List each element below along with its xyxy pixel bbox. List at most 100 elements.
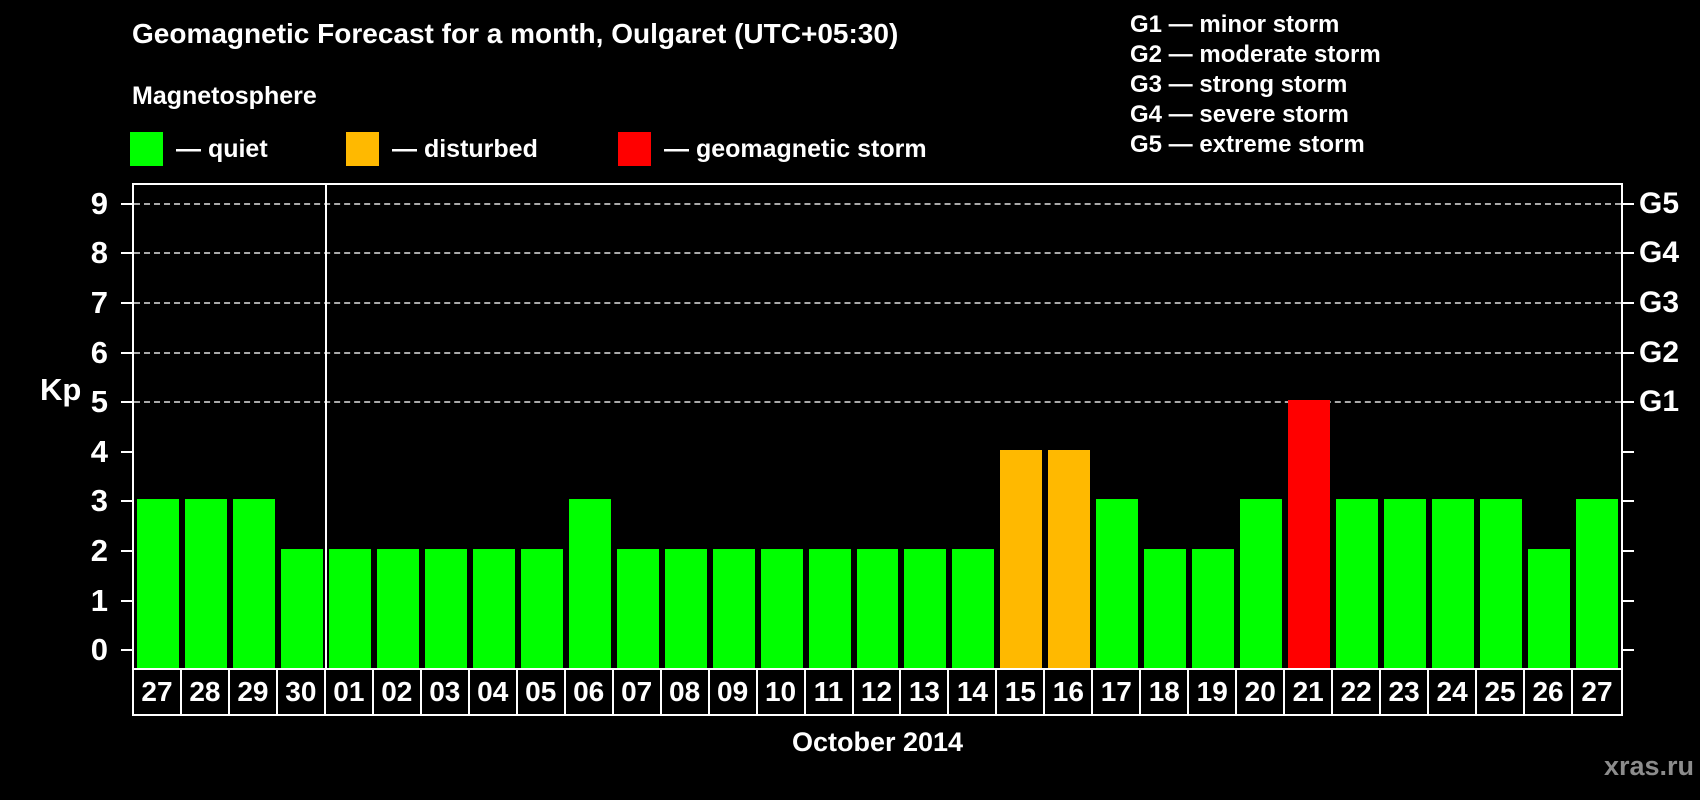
day-label: 02 — [374, 670, 422, 714]
left-tick-kp-3 — [121, 500, 132, 503]
day-label: 30 — [278, 670, 326, 714]
y-tick-label-9: 9 — [90, 185, 108, 221]
kp-bar-day-19 — [1192, 548, 1235, 668]
kp-bar-day-13 — [904, 548, 947, 668]
day-label: 21 — [1285, 670, 1334, 714]
kp-bar-day-09 — [712, 548, 755, 668]
right-axis-label-g1: G1 — [1639, 385, 1680, 419]
right-tick-kp-1 — [1623, 599, 1634, 602]
y-tick-label-8: 8 — [90, 235, 108, 271]
kp-bar-day-03 — [424, 548, 467, 668]
y-tick-label-5: 5 — [90, 384, 108, 420]
kp-bar-day-23 — [1384, 499, 1427, 668]
right-tick-kp-2 — [1623, 549, 1634, 552]
right-tick-kp-8 — [1623, 252, 1634, 255]
day-label: 06 — [566, 670, 614, 714]
kp-bar-day-07 — [616, 548, 659, 668]
right-tick-kp-4 — [1623, 450, 1634, 453]
gridline-kp-6 — [134, 351, 1621, 354]
kp-bar-day-12 — [856, 548, 899, 668]
y-tick-label-3: 3 — [90, 483, 108, 519]
day-label: 14 — [949, 670, 998, 714]
kp-bar-day-06 — [568, 499, 611, 668]
left-tick-kp-6 — [121, 351, 132, 354]
gridline-kp-7 — [134, 302, 1621, 305]
left-tick-kp-4 — [121, 450, 132, 453]
kp-bar-day-14 — [952, 548, 995, 668]
day-label: 12 — [854, 670, 902, 714]
left-tick-kp-8 — [121, 252, 132, 255]
day-label: 18 — [1141, 670, 1190, 714]
right-axis-label-g4: G4 — [1639, 236, 1680, 270]
left-tick-kp-5 — [121, 401, 132, 404]
day-label: 01 — [326, 670, 374, 714]
left-tick-kp-9 — [121, 202, 132, 205]
day-label: 27 — [134, 670, 182, 714]
day-label: 27 — [1581, 676, 1613, 707]
right-axis-label-g3: G3 — [1639, 286, 1680, 320]
kp-bar-day-11 — [808, 548, 851, 668]
day-label: 10 — [758, 670, 806, 714]
day-label: 22 — [1333, 670, 1382, 714]
left-tick-kp-0 — [121, 649, 132, 652]
day-label: 09 — [710, 670, 758, 714]
legend-item-quiet: — quiet — [130, 131, 268, 167]
day-label: 15 — [997, 670, 1046, 714]
left-tick-kp-7 — [121, 302, 132, 305]
day-label: 16 — [1045, 670, 1094, 714]
day-label: 29 — [230, 670, 278, 714]
g-scale-legend: G1 — minor storm G2 — moderate storm G3 — … — [1130, 10, 1381, 160]
kp-bar-day-01 — [328, 548, 371, 668]
g-scale-legend-line-g2: G2 — moderate storm — [1130, 41, 1381, 68]
day-label: 24 — [1429, 670, 1478, 714]
day-label: 28 — [182, 670, 230, 714]
right-axis-label-g5: G5 — [1639, 186, 1680, 220]
gridline-kp-8 — [134, 252, 1621, 255]
x-axis-day-labels: 27 28 29 30 01 02 03 04 05 06 07 08 09 10 11 12 13 14 15 16… — [132, 668, 1623, 716]
day-label: 20 — [1237, 670, 1286, 714]
kp-bar-day-26 — [1528, 548, 1571, 668]
day-label: 11 — [806, 670, 854, 714]
y-tick-label-6: 6 — [90, 334, 108, 370]
kp-bar-day-28 — [184, 499, 227, 668]
gridline-kp-5 — [134, 401, 1621, 404]
g-scale-legend-line-g3: G3 — strong storm — [1130, 71, 1348, 98]
y-tick-label-0: 0 — [90, 632, 108, 668]
x-axis-title: October 2014 — [791, 727, 964, 757]
g-scale-legend-line-g1: G1 — minor storm — [1130, 11, 1340, 38]
kp-bar-day-20 — [1240, 499, 1283, 668]
kp-bar-day-02 — [376, 548, 419, 668]
chart-title: Geomagnetic Forecast for a month, Oulgar… — [132, 18, 899, 49]
kp-bar-day-16 — [1048, 449, 1091, 668]
g-scale-legend-line-g4: G4 — severe storm — [1130, 101, 1349, 128]
right-axis-label-g2: G2 — [1639, 335, 1680, 369]
left-tick-kp-1 — [121, 599, 132, 602]
kp-bar-day-22 — [1336, 499, 1379, 668]
kp-bar-day-05 — [520, 548, 563, 668]
y-tick-label-1: 1 — [90, 582, 108, 618]
right-tick-kp-5 — [1623, 401, 1634, 404]
kp-bar-day-17 — [1096, 499, 1139, 668]
day-label: 13 — [901, 670, 950, 714]
kp-bar-day-30 — [280, 548, 323, 668]
right-tick-kp-7 — [1623, 302, 1634, 305]
day-label: 03 — [422, 670, 470, 714]
g-scale-legend-line-g5: G5 — extreme storm — [1130, 131, 1365, 158]
legend-label-disturbed: — disturbed — [392, 134, 538, 163]
y-tick-label-4: 4 — [90, 433, 108, 469]
kp-bar-day-27 — [137, 499, 179, 668]
legend-item-storm: — geomagnetic storm — [618, 131, 927, 167]
right-tick-kp-9 — [1623, 202, 1634, 205]
legend-label-storm: — geomagnetic storm — [664, 134, 927, 163]
kp-bar-day-27 — [1576, 499, 1618, 668]
y-tick-label-2: 2 — [90, 532, 108, 568]
kp-bar-day-04 — [472, 548, 515, 668]
day-label: 08 — [662, 670, 710, 714]
legend-label-quiet: — quiet — [176, 134, 268, 163]
kp-bar-day-15 — [1000, 449, 1043, 668]
legend-swatch-disturbed — [346, 132, 379, 166]
day-label: 17 — [1093, 670, 1142, 714]
magnetosphere-label: Magnetosphere — [132, 82, 317, 110]
day-label: 26 — [1525, 670, 1574, 714]
day-label: 19 — [1189, 670, 1238, 714]
